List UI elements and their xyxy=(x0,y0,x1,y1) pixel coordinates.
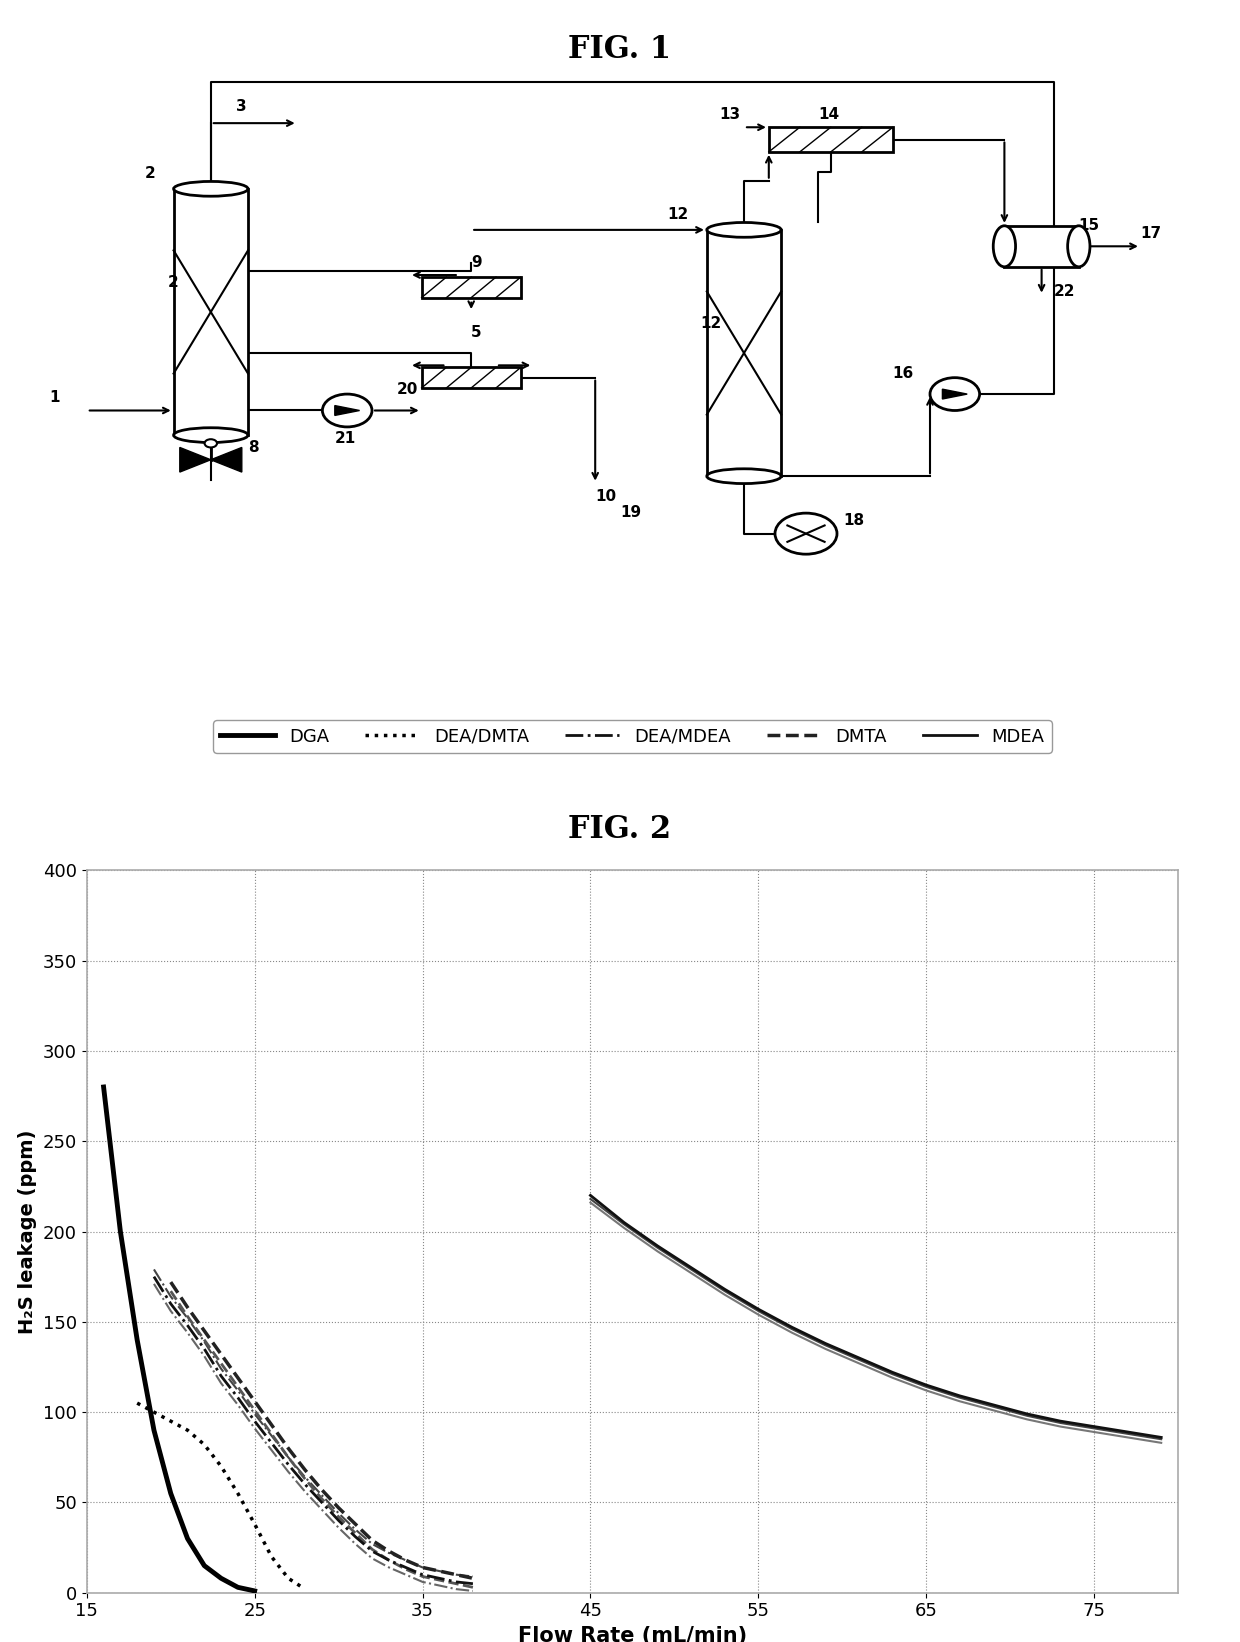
Text: 2: 2 xyxy=(144,166,155,181)
Text: 21: 21 xyxy=(335,432,356,447)
Text: 8: 8 xyxy=(248,440,259,455)
Polygon shape xyxy=(180,447,211,473)
Text: 5: 5 xyxy=(471,325,482,340)
Text: FIG. 2: FIG. 2 xyxy=(568,814,672,844)
Text: 15: 15 xyxy=(1079,218,1100,233)
Text: 12: 12 xyxy=(667,207,688,222)
Text: 10: 10 xyxy=(595,489,616,504)
Circle shape xyxy=(322,394,372,427)
Bar xyxy=(422,277,521,297)
Polygon shape xyxy=(335,406,360,415)
Text: 13: 13 xyxy=(719,107,740,122)
Bar xyxy=(707,230,781,476)
Bar xyxy=(1004,225,1079,266)
Text: 2: 2 xyxy=(167,276,179,291)
Text: 9: 9 xyxy=(471,255,482,269)
Text: FIG. 1: FIG. 1 xyxy=(568,34,672,64)
Polygon shape xyxy=(942,389,967,399)
Ellipse shape xyxy=(174,181,248,195)
Ellipse shape xyxy=(1068,225,1090,266)
Y-axis label: H₂S leakage (ppm): H₂S leakage (ppm) xyxy=(19,1130,37,1333)
Ellipse shape xyxy=(707,222,781,236)
Text: 19: 19 xyxy=(620,506,641,521)
X-axis label: Flow Rate (mL/min): Flow Rate (mL/min) xyxy=(518,1626,746,1642)
Text: 20: 20 xyxy=(397,383,418,397)
Bar xyxy=(174,189,248,435)
Circle shape xyxy=(775,512,837,555)
Text: 1: 1 xyxy=(50,391,60,406)
Text: 3: 3 xyxy=(236,99,247,113)
Text: 16: 16 xyxy=(893,366,914,381)
Circle shape xyxy=(930,378,980,410)
Bar xyxy=(422,368,521,388)
Text: 14: 14 xyxy=(818,107,839,122)
Ellipse shape xyxy=(174,429,248,442)
Legend: DGA, DEA/DMTA, DEA/MDEA, DMTA, MDEA: DGA, DEA/DMTA, DEA/MDEA, DMTA, MDEA xyxy=(213,721,1052,752)
Text: 18: 18 xyxy=(843,514,864,529)
Text: 17: 17 xyxy=(1141,227,1162,241)
Text: 12: 12 xyxy=(701,317,722,332)
Ellipse shape xyxy=(707,470,781,483)
Text: 22: 22 xyxy=(1054,284,1075,299)
Polygon shape xyxy=(211,447,242,473)
Bar xyxy=(769,126,893,151)
Circle shape xyxy=(205,438,217,447)
Ellipse shape xyxy=(993,225,1016,266)
